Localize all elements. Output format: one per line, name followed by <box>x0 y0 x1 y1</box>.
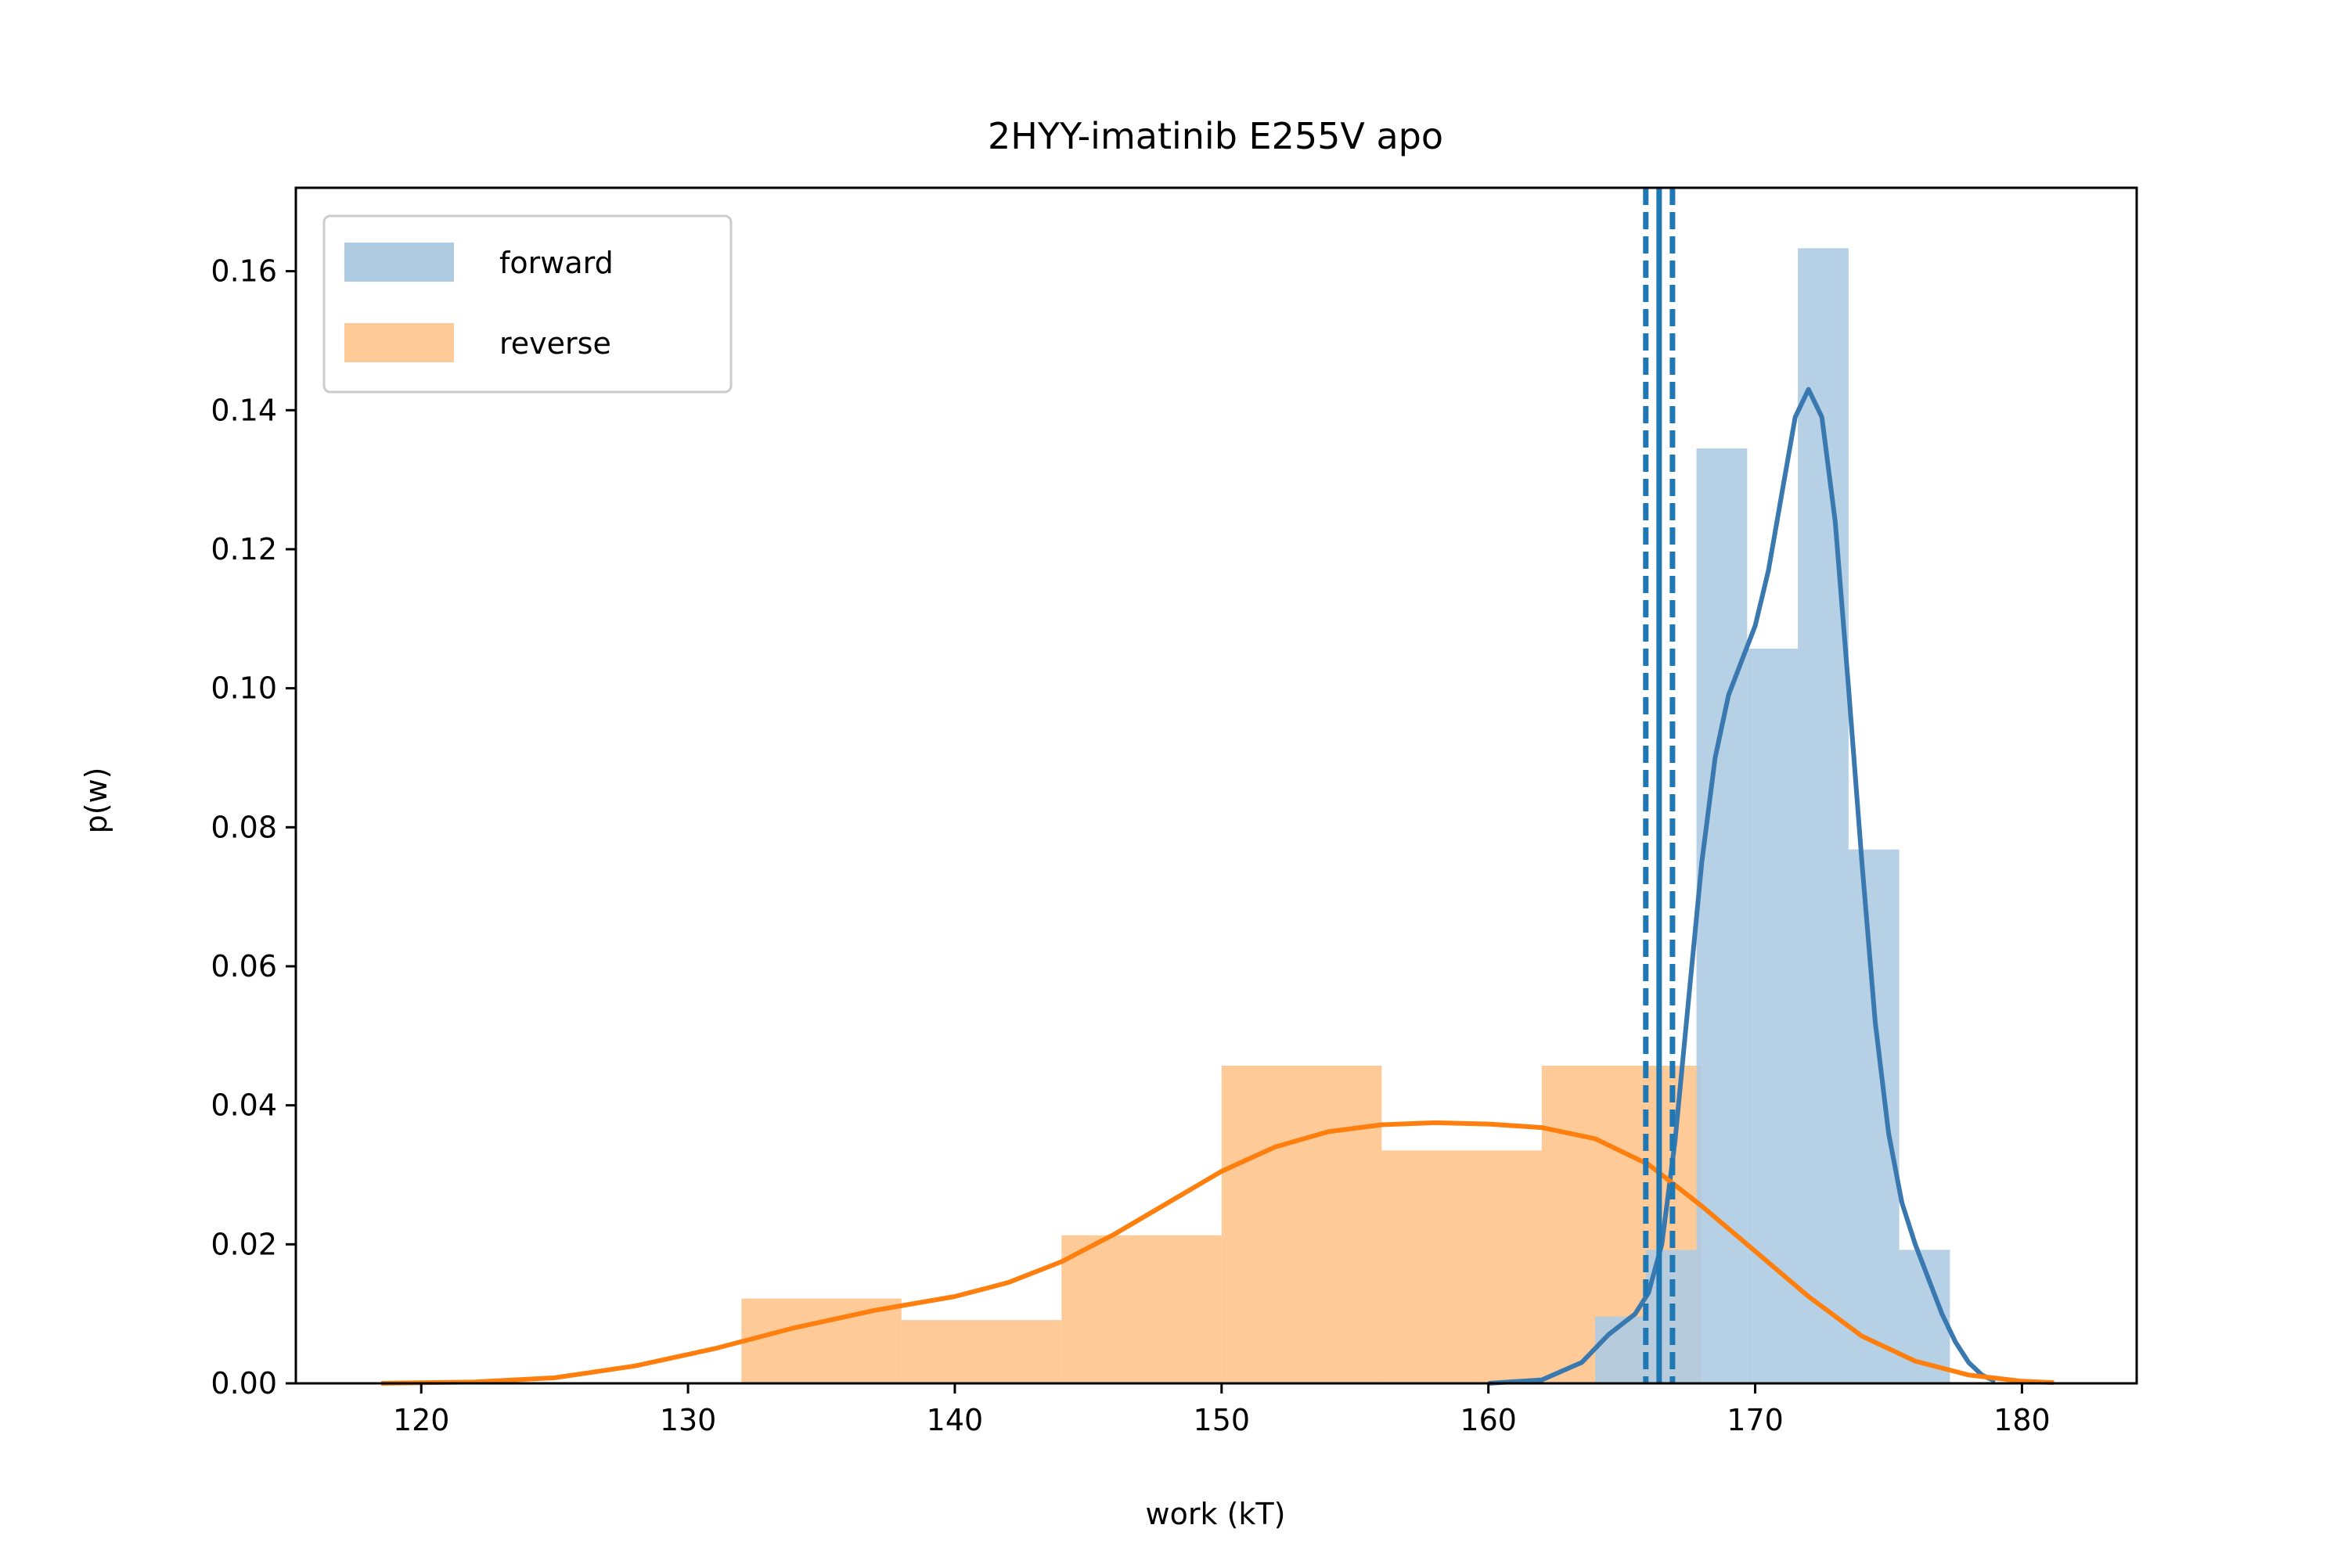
forward-bar-2 <box>1696 448 1748 1383</box>
legend-swatch-reverse <box>344 323 454 362</box>
reverse-bar-2 <box>1061 1235 1222 1383</box>
y-tick-label: 0.10 <box>211 671 277 706</box>
histogram-bars <box>741 248 1950 1384</box>
reverse-bar-4 <box>1381 1150 1542 1383</box>
x-tick-label: 170 <box>1727 1403 1784 1437</box>
forward-bar-5 <box>1848 849 1900 1383</box>
y-tick-label: 0.04 <box>211 1088 277 1123</box>
chart-title: 2HYY-imatinib E255V apo <box>988 115 1443 157</box>
x-tick-label: 140 <box>927 1403 984 1437</box>
x-tick-label: 120 <box>393 1403 450 1437</box>
y-axis-label: p(w) <box>79 768 113 834</box>
y-tick-label: 0.08 <box>211 810 277 844</box>
x-tick-label: 150 <box>1194 1403 1251 1437</box>
reverse-bar-1 <box>901 1320 1062 1383</box>
y-tick-label: 0.14 <box>211 393 277 427</box>
x-tick-label: 180 <box>1993 1403 2051 1437</box>
x-tick-label: 130 <box>660 1403 717 1437</box>
x-tick-label: 160 <box>1460 1403 1517 1437</box>
legend-box <box>322 214 733 394</box>
series-lines <box>381 188 2054 1386</box>
legend: forward reverse <box>322 214 733 394</box>
forward-bar-3 <box>1747 648 1799 1383</box>
reverse-bar-3 <box>1221 1066 1382 1383</box>
forward-kde-line <box>1488 387 1997 1386</box>
x-axis-label: work (kT) <box>1146 1497 1286 1531</box>
legend-label-reverse: reverse <box>499 326 611 361</box>
y-tick-label: 0.00 <box>211 1366 277 1401</box>
y-tick-label: 0.12 <box>211 532 277 566</box>
y-tick-label: 0.16 <box>211 254 277 289</box>
axes: 120 130 140 150 160 170 180 0.00 0.02 0.04 0.06 0.0… <box>211 186 2138 1437</box>
plot-frame <box>294 186 2138 1385</box>
legend-swatch-forward <box>344 243 454 282</box>
reverse-kde-line <box>381 1120 2054 1386</box>
legend-label-forward: forward <box>499 246 614 280</box>
y-tick-label: 0.06 <box>211 949 277 984</box>
y-tick-label: 0.02 <box>211 1227 277 1261</box>
